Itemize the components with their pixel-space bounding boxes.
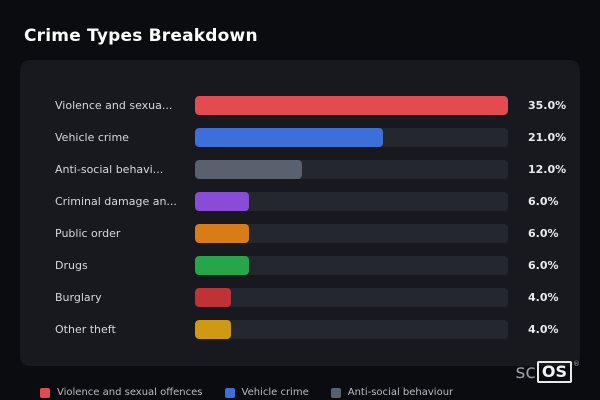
legend-label: Violence and sexual offences <box>57 387 203 398</box>
category-label: Burglary <box>55 291 102 304</box>
value-label: 4.0% <box>528 291 559 304</box>
value-label: 4.0% <box>528 323 559 336</box>
bar-track <box>195 192 508 211</box>
category-label: Public order <box>55 227 121 240</box>
bar-track <box>195 256 508 275</box>
bar-fill[interactable] <box>195 288 231 307</box>
page-title: Crime Types Breakdown <box>24 26 258 46</box>
legend-swatch <box>224 387 235 398</box>
legend-item-anti-social[interactable]: Anti-social behaviour <box>330 387 454 398</box>
bar-row: Burglary 4.0% <box>55 288 564 307</box>
value-label: 12.0% <box>528 163 567 176</box>
bar-chart: Violence and sexua... 35.0% Vehicle crim… <box>20 60 580 339</box>
category-label: Anti-social behavi... <box>55 163 164 176</box>
registered-mark: ® <box>573 360 580 368</box>
bar-fill[interactable] <box>195 96 508 115</box>
bar-fill[interactable] <box>195 192 249 211</box>
legend-swatch <box>330 387 341 398</box>
bar-fill[interactable] <box>195 224 249 243</box>
legend-label: Vehicle crime <box>241 387 309 398</box>
scos-logo-os: OS <box>536 361 572 383</box>
bar-track <box>195 128 508 147</box>
bar-row: Violence and sexua... 35.0% <box>55 96 567 115</box>
legend-label: Anti-social behaviour <box>347 387 454 398</box>
scos-logo: sc OS ® <box>516 361 580 383</box>
bar-row: Anti-social behavi... 12.0% <box>55 160 567 179</box>
bar-row: Criminal damage an... 6.0% <box>55 192 564 211</box>
bar-row: Other theft 4.0% <box>55 320 564 339</box>
value-label: 6.0% <box>528 259 559 272</box>
bar-fill[interactable] <box>195 256 249 275</box>
value-label: 35.0% <box>528 99 567 112</box>
bar-track <box>195 160 508 179</box>
bar-track <box>195 288 508 307</box>
category-label: Other theft <box>55 323 116 336</box>
bar-fill[interactable] <box>195 160 303 179</box>
bar-track <box>195 224 508 243</box>
value-label: 6.0% <box>528 195 559 208</box>
bar-row: Vehicle crime 21.0% <box>55 128 567 147</box>
value-label: 6.0% <box>528 227 559 240</box>
legend-swatch <box>40 387 50 398</box>
category-label: Criminal damage an... <box>55 195 177 208</box>
legend-item-vehicle-crime[interactable]: Vehicle crime <box>224 387 309 398</box>
bar-row: Public order 6.0% <box>55 224 564 243</box>
scos-logo-sc: sc <box>515 361 536 383</box>
value-label: 21.0% <box>528 131 567 144</box>
bar-track <box>195 320 508 339</box>
legend: Violence and sexual offences Vehicle cri… <box>40 387 453 398</box>
bar-row: Drugs 6.0% <box>55 256 564 275</box>
bar-fill[interactable] <box>195 128 383 147</box>
category-label: Vehicle crime <box>55 131 129 144</box>
bar-track <box>195 96 508 115</box>
category-label: Drugs <box>55 259 88 272</box>
bar-fill[interactable] <box>195 320 231 339</box>
legend-item-violence[interactable]: Violence and sexual offences <box>40 387 203 398</box>
category-label: Violence and sexua... <box>55 99 173 112</box>
chart-card: Violence and sexua... 35.0% Vehicle crim… <box>20 60 580 366</box>
